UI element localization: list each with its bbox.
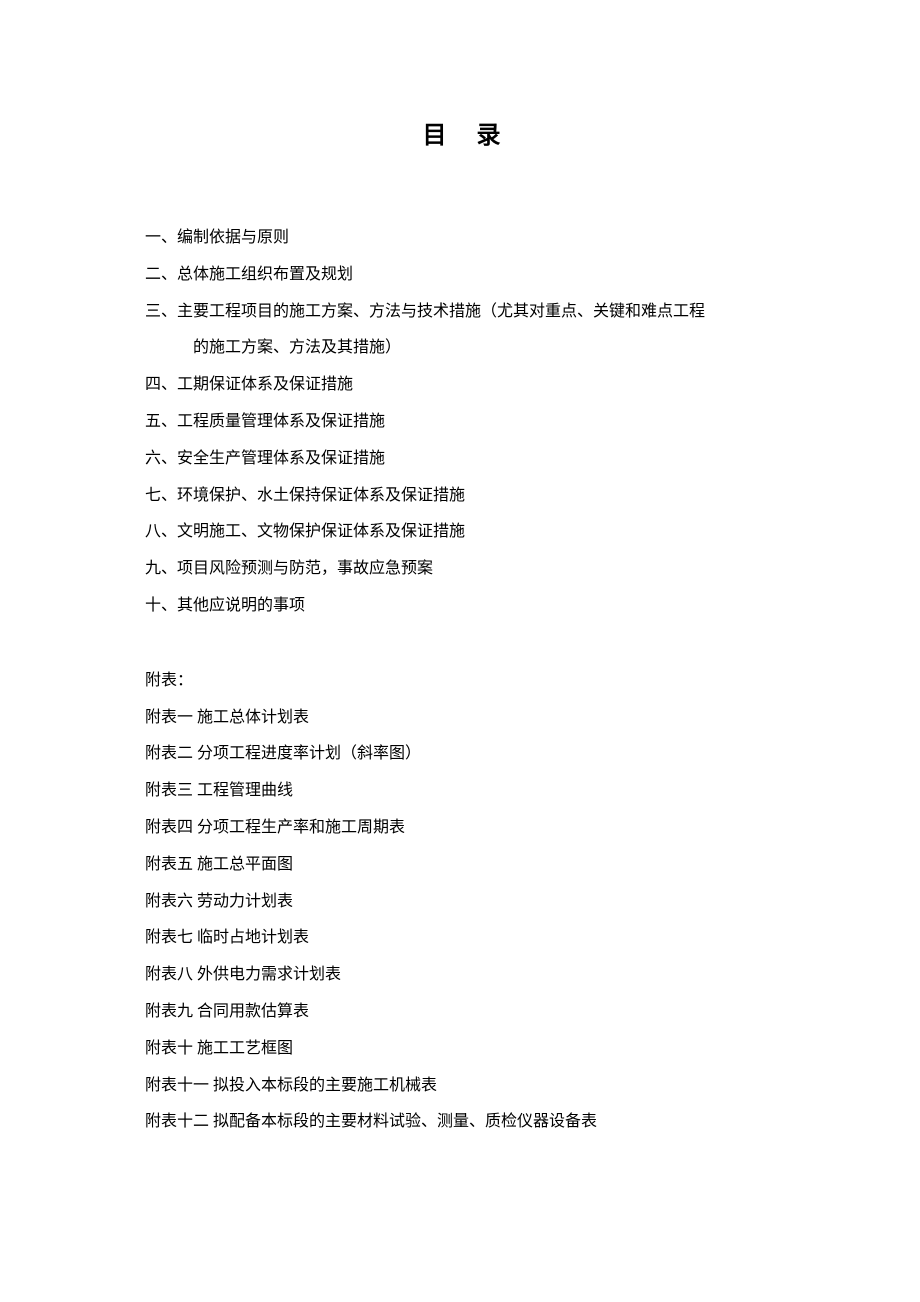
appendix-item: 附表十二 拟配备本标段的主要材料试验、测量、质检仪器设备表 [145,1104,790,1141]
appendix-item: 附表一 施工总体计划表 [145,700,790,737]
page-title: 目 录 [145,115,790,150]
appendix-item: 附表十 施工工艺框图 [145,1031,790,1068]
toc-item: 二、总体施工组织布置及规划 [145,257,790,294]
appendix-item: 附表五 施工总平面图 [145,847,790,884]
appendix-item: 附表八 外供电力需求计划表 [145,957,790,994]
appendix-label: 附表： [145,663,790,700]
toc-item: 五、工程质量管理体系及保证措施 [145,404,790,441]
toc-item: 六、安全生产管理体系及保证措施 [145,441,790,478]
toc-item: 十、其他应说明的事项 [145,588,790,625]
toc-item: 八、文明施工、文物保护保证体系及保证措施 [145,514,790,551]
appendix-item: 附表七 临时占地计划表 [145,920,790,957]
document-page: 目 录 一、编制依据与原则 二、总体施工组织布置及规划 三、主要工程项目的施工方… [0,0,920,1141]
appendix-item: 附表三 工程管理曲线 [145,773,790,810]
toc-item: 七、环境保护、水土保持保证体系及保证措施 [145,478,790,515]
appendix-section: 附表： 附表一 施工总体计划表 附表二 分项工程进度率计划（斜率图） 附表三 工… [145,663,790,1141]
toc-item-line: 三、主要工程项目的施工方案、方法与技术措施（尤其对重点、关键和难点工程 [145,294,790,331]
appendix-item: 附表四 分项工程生产率和施工周期表 [145,810,790,847]
appendix-item: 附表十一 拟投入本标段的主要施工机械表 [145,1068,790,1105]
toc-section: 一、编制依据与原则 二、总体施工组织布置及规划 三、主要工程项目的施工方案、方法… [145,220,790,625]
appendix-item: 附表六 劳动力计划表 [145,884,790,921]
toc-item: 四、工期保证体系及保证措施 [145,367,790,404]
appendix-item: 附表九 合同用款估算表 [145,994,790,1031]
toc-item-continuation: 的施工方案、方法及其措施） [145,330,790,367]
toc-item: 三、主要工程项目的施工方案、方法与技术措施（尤其对重点、关键和难点工程 的施工方… [145,294,790,368]
appendix-item: 附表二 分项工程进度率计划（斜率图） [145,736,790,773]
toc-item: 一、编制依据与原则 [145,220,790,257]
toc-item: 九、项目风险预测与防范，事故应急预案 [145,551,790,588]
